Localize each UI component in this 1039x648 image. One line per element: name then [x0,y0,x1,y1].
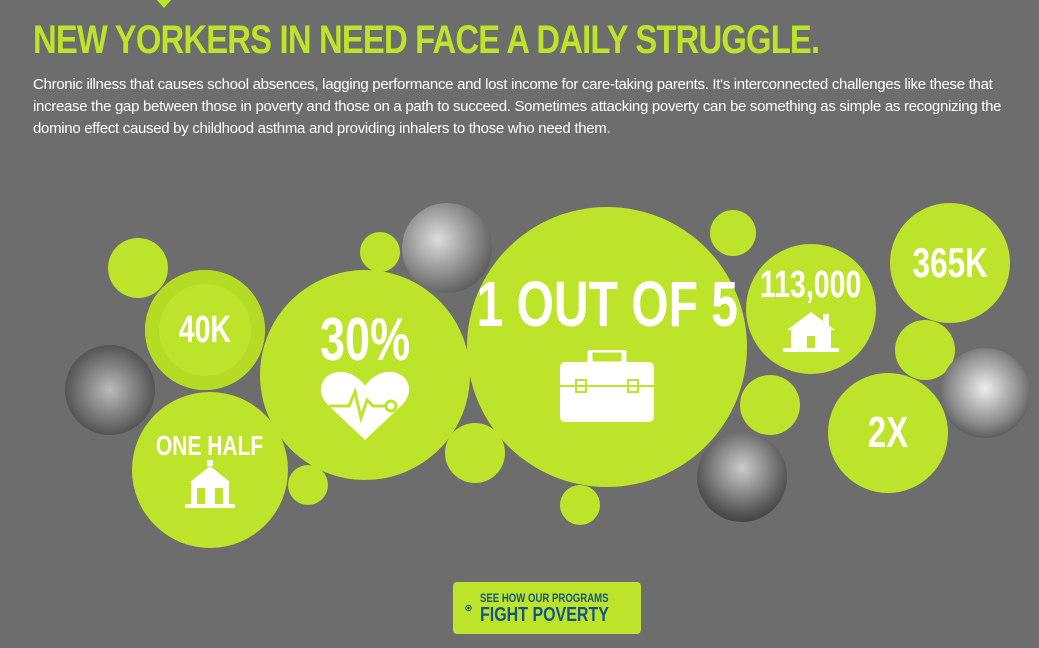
cta-line1: SEE HOW OUR PROGRAMS [479,591,609,605]
stat-one-half: ONE HALF [132,392,288,548]
heart-pulse-icon [320,371,410,440]
schoolhouse-icon [185,460,235,508]
stat-value: 365K [912,239,988,286]
stat-value: 40K [178,309,232,351]
decorative-bubble [288,465,328,505]
fight-poverty-button[interactable]: SEE HOW OUR PROGRAMS FIGHT POVERTY [453,582,641,634]
water-tower-photo [697,432,787,522]
stat-113000: 113,000 [746,244,876,374]
stat-365k: 365K [890,203,1010,323]
girl-photo [940,348,1030,438]
stat-2x: 2X [828,373,948,493]
stat-40k: 40K [145,270,265,390]
stat-30-percent: 30% [260,270,470,480]
briefcase-icon [560,350,654,422]
pointer-arrow [157,0,171,8]
decorative-bubble [108,238,168,298]
stat-value: 1 OUT OF 5 [476,268,738,340]
stat-1-out-of-5: 1 OUT OF 5 [467,207,747,487]
decorative-bubble [560,485,600,525]
intro-text: Chronic illness that causes school absen… [33,76,1002,137]
stat-value: 2X [867,408,909,457]
target-icon [465,604,472,612]
page-title: NEW YORKERS IN NEED FACE A DAILY STRUGGL… [33,18,820,62]
elderly-man-photo [402,203,492,293]
decorative-bubble [360,232,400,272]
bridge-photo [65,345,155,435]
house-icon [783,312,839,352]
decorative-bubble [740,375,800,435]
stat-value: 30% [319,306,411,373]
cta-line2: FIGHT POVERTY [479,604,609,626]
stat-value: 113,000 [760,264,862,306]
decorative-bubble [710,210,756,256]
stat-value: ONE HALF [156,430,264,461]
decorative-bubble [445,423,505,483]
